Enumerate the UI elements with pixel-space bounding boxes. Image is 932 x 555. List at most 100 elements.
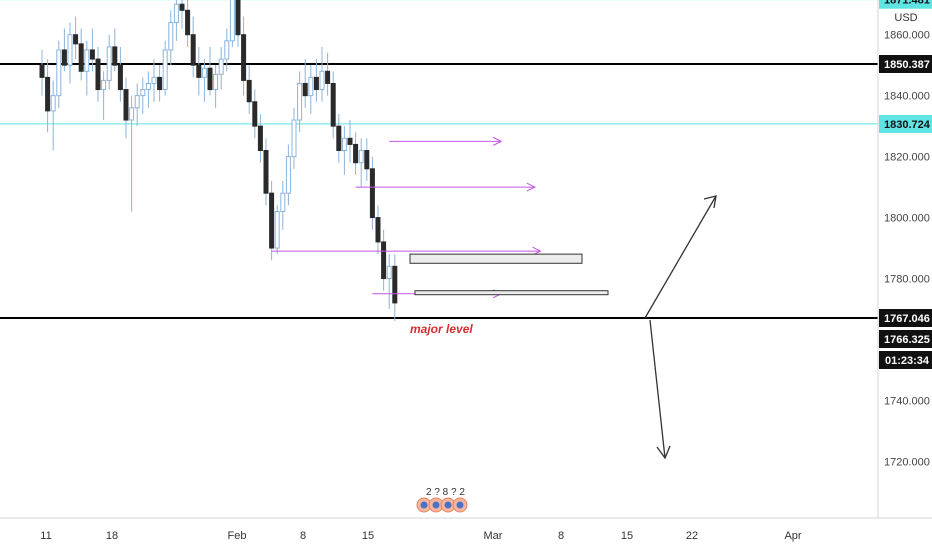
x-tick-label: Mar xyxy=(484,530,503,542)
candle-body xyxy=(84,49,90,72)
x-tick-label: 8 xyxy=(558,530,564,542)
x-tick-label: Feb xyxy=(228,530,247,542)
price-label-box xyxy=(879,309,932,327)
price-label-text: 1871.481 xyxy=(884,0,930,7)
y-tick-label: 1740.000 xyxy=(884,395,930,407)
scenario-down-arrowhead xyxy=(656,445,671,460)
candle-body xyxy=(112,46,118,66)
candle-body xyxy=(101,79,107,91)
candle-body xyxy=(358,150,364,164)
candle-body xyxy=(117,64,123,91)
x-tick-label: 8 xyxy=(300,530,306,542)
candle-body xyxy=(50,95,56,112)
candle-body xyxy=(280,192,286,212)
scenario-up-arrow xyxy=(644,195,717,319)
ray-arrowhead-1 xyxy=(526,182,536,192)
candle-body xyxy=(336,125,342,152)
x-tick-label: Apr xyxy=(784,530,801,542)
candle-body xyxy=(364,150,370,170)
annotation-label: major level xyxy=(410,322,473,336)
candle-body xyxy=(145,82,151,91)
ray-arrowhead-0 xyxy=(492,136,503,146)
candle-body xyxy=(134,95,140,109)
candle-body xyxy=(257,125,263,152)
candle-body xyxy=(386,265,392,280)
candle-body xyxy=(179,3,185,11)
zone-box-0 xyxy=(409,253,583,264)
candle-body xyxy=(291,119,297,158)
candle-body xyxy=(213,73,219,91)
candle-body xyxy=(218,58,224,75)
scenario-down-arrow xyxy=(649,319,666,459)
event-marker-dot xyxy=(432,501,440,509)
candle-body xyxy=(297,82,303,121)
candle-body xyxy=(308,76,314,97)
currency-label: USD xyxy=(894,12,917,24)
candle-body xyxy=(263,150,269,194)
candle-body xyxy=(274,210,280,249)
y-tick-label: 1820.000 xyxy=(884,152,930,164)
candle-body xyxy=(73,34,79,45)
candle-body xyxy=(106,46,112,81)
candle-body xyxy=(235,0,241,36)
candle-body xyxy=(89,49,95,60)
candle-body xyxy=(39,64,45,78)
candle-body xyxy=(246,79,252,103)
y-tick-label: 1840.000 xyxy=(884,91,930,103)
x-tick-label: 15 xyxy=(362,530,374,542)
candle-body xyxy=(375,217,381,243)
candle-body xyxy=(341,137,347,152)
event-marker-dot xyxy=(420,501,428,509)
x-tick-label: 15 xyxy=(621,530,633,542)
candle-body xyxy=(369,168,375,219)
scenario-up-arrowhead xyxy=(703,195,717,209)
countdown-text: 01:23:34 xyxy=(885,355,930,367)
candle-body xyxy=(319,70,325,91)
candle-body xyxy=(56,49,62,97)
candle-body xyxy=(353,143,359,164)
price-label-box xyxy=(879,0,932,9)
event-markers: 2 ? 8 ? 2 xyxy=(416,487,468,513)
price-axis: USD 1860.000 1840.000 1820.000 1800.000 1780.… xyxy=(877,0,932,550)
price-label-text: 1830.724 xyxy=(884,119,931,131)
candle-body xyxy=(173,3,179,24)
price-axis-bg xyxy=(878,0,932,550)
candle-body xyxy=(151,76,157,84)
candle-body xyxy=(313,76,319,91)
candle-body xyxy=(330,82,336,127)
candle-body xyxy=(123,89,129,121)
y-tick-label: 1780.000 xyxy=(884,274,930,286)
x-tick-label: 22 xyxy=(686,530,698,542)
candle-body xyxy=(190,34,196,66)
candle-body xyxy=(381,241,387,280)
price-label-box xyxy=(879,330,932,348)
candle-body xyxy=(168,22,174,51)
candle-body xyxy=(252,101,258,127)
candle-body xyxy=(95,58,101,91)
price-label-text: 1766.325 xyxy=(884,334,930,346)
candle-body xyxy=(224,40,230,60)
price-label-text: 1850.387 xyxy=(884,59,930,71)
event-marker-label: 2 ? 8 ? 2 xyxy=(426,487,465,498)
x-tick-label: 18 xyxy=(106,530,118,542)
plot-area xyxy=(0,0,878,322)
annotation-layer: major level 2 ? 8 ? 2 xyxy=(271,136,717,513)
candle-body xyxy=(129,107,135,121)
candle-body xyxy=(285,156,291,194)
price-label-box xyxy=(879,114,932,133)
candle-body xyxy=(347,137,353,145)
candle-body xyxy=(140,89,146,97)
event-marker-dot xyxy=(444,501,452,509)
countdown-box xyxy=(879,351,932,369)
candle-body xyxy=(201,67,207,78)
zone-box-1 xyxy=(414,290,609,296)
x-tick-label: 11 xyxy=(40,530,51,542)
candle-body xyxy=(78,43,84,72)
candle-body xyxy=(157,76,163,91)
candle-body xyxy=(61,49,67,66)
candle-body xyxy=(302,82,308,97)
y-tick-label: 1800.000 xyxy=(884,213,930,225)
y-tick-label: 1860.000 xyxy=(884,30,930,42)
candle-body xyxy=(241,34,247,81)
